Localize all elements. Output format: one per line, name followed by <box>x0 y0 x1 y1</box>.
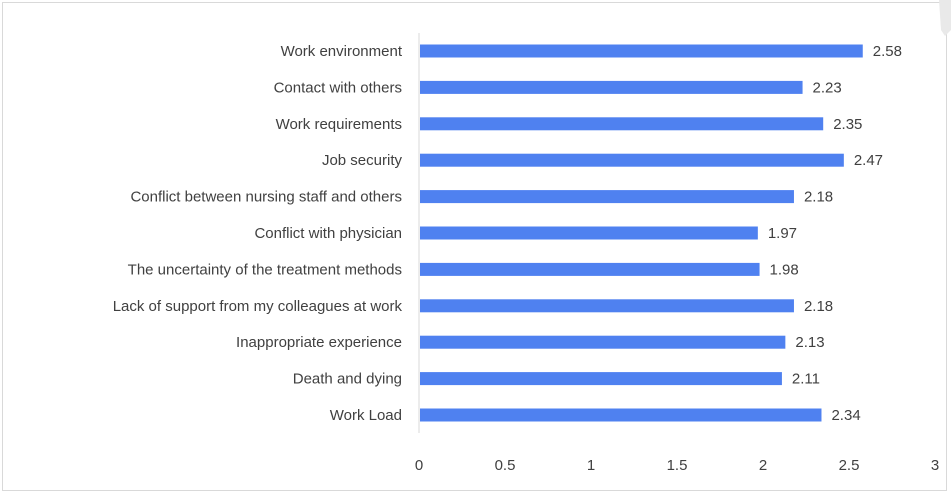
x-tick-label: 1.5 <box>667 457 688 474</box>
category-label: The uncertainty of the treatment methods <box>128 261 402 278</box>
category-label: Lack of support from my colleagues at wo… <box>113 298 403 315</box>
bar <box>420 153 844 167</box>
x-tick-label: 0.5 <box>495 457 516 474</box>
bar <box>420 335 786 349</box>
category-labels: Work environment Contact with others Work … <box>113 43 403 424</box>
x-tick-labels: 0 0.5 1 1.5 2 2.5 3 <box>415 457 939 474</box>
category-label: Work requirements <box>276 116 402 133</box>
bar <box>420 299 794 313</box>
category-label: Inappropriate experience <box>236 334 402 351</box>
bar <box>420 408 822 422</box>
x-tick-label: 0 <box>415 457 423 474</box>
data-label: 2.47 <box>854 152 883 169</box>
x-tick-label: 3 <box>931 457 939 474</box>
bar <box>420 226 758 240</box>
data-label: 1.97 <box>768 225 797 242</box>
bar-chart: Work environment Contact with others Work … <box>113 33 939 474</box>
category-label: Work environment <box>281 43 403 60</box>
data-label: 2.34 <box>831 407 860 424</box>
data-labels: 2.58 2.23 2.35 2.47 2.18 1.97 1.98 2.18 2.13 2.11… <box>768 43 902 424</box>
data-label: 2.18 <box>804 189 833 206</box>
category-label: Job security <box>322 152 403 169</box>
bar <box>420 372 782 386</box>
data-label: 2.18 <box>804 298 833 315</box>
data-label: 1.98 <box>770 261 799 278</box>
x-tick-label: 1 <box>587 457 595 474</box>
bar <box>420 262 760 276</box>
data-label: 2.35 <box>833 116 862 133</box>
data-label: 2.13 <box>795 334 824 351</box>
data-label: 2.23 <box>813 79 842 96</box>
category-label: Death and dying <box>293 371 402 388</box>
data-label: 2.11 <box>792 371 820 388</box>
x-tick-label: 2.5 <box>839 457 860 474</box>
bar <box>420 190 794 204</box>
category-label: Work Load <box>330 407 402 424</box>
category-label: Contact with others <box>274 79 402 96</box>
x-tick-label: 2 <box>759 457 767 474</box>
bar <box>420 44 863 58</box>
category-label: Conflict between nursing staff and other… <box>130 189 402 206</box>
chart-frame: Work environment Contact with others Work … <box>2 2 947 491</box>
corner-decoration <box>939 0 951 36</box>
category-label: Conflict with physician <box>254 225 402 242</box>
bar <box>420 80 803 94</box>
bars <box>420 44 863 422</box>
bar <box>420 117 824 131</box>
data-label: 2.58 <box>873 43 902 60</box>
